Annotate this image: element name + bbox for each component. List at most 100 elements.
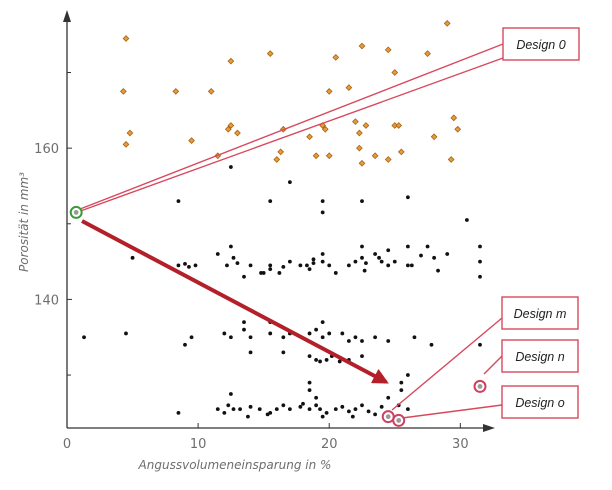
x-tick-label: 0 — [63, 437, 71, 452]
black-data-point — [314, 395, 319, 400]
black-data-point — [478, 274, 482, 279]
callout-label-design-m: Design m — [514, 307, 567, 321]
black-data-point — [318, 407, 322, 411]
black-data-point — [307, 331, 312, 336]
black-data-point — [320, 320, 325, 325]
black-data-point — [222, 410, 227, 415]
black-data-point — [320, 259, 325, 264]
black-data-point — [287, 259, 292, 264]
black-data-point — [268, 199, 273, 203]
black-data-point — [327, 263, 332, 268]
black-data-point — [228, 392, 233, 396]
orange-data-point — [443, 19, 451, 27]
black-data-point — [307, 354, 312, 359]
orange-data-point — [391, 69, 399, 76]
black-data-point — [478, 259, 482, 264]
black-data-point — [353, 407, 358, 411]
black-data-point — [268, 263, 273, 268]
black-data-point — [183, 342, 187, 347]
black-data-point — [314, 358, 319, 362]
orange-data-point — [356, 144, 363, 152]
black-data-point — [287, 407, 292, 411]
orange-data-point — [454, 125, 462, 133]
orange-data-point — [277, 148, 285, 156]
black-data-point — [360, 339, 364, 343]
orange-data-point — [227, 57, 235, 65]
black-data-point — [360, 255, 364, 260]
black-data-point — [386, 263, 391, 268]
black-data-point — [340, 331, 345, 336]
callout-line-design-m — [391, 317, 503, 411]
callout-box-design-m — [501, 296, 579, 330]
black-data-point — [364, 261, 368, 266]
black-data-point — [350, 414, 355, 419]
callouts: Design 0 Design m Design n Design o — [74, 27, 580, 419]
callout-label-design-n: Design n — [515, 350, 564, 364]
black-data-point — [248, 263, 253, 268]
black-data-point — [226, 403, 231, 408]
orange-data-point — [207, 88, 215, 95]
black-data-point — [379, 404, 384, 409]
black-data-point — [386, 248, 391, 253]
black-data-point — [478, 342, 482, 347]
orange-data-point — [358, 42, 366, 50]
callout-line-design-n — [483, 355, 503, 375]
orange-data-point — [430, 133, 438, 141]
black-data-point — [373, 252, 378, 256]
black-data-point — [373, 412, 378, 417]
black-data-point — [432, 255, 437, 260]
orange-data-point — [224, 125, 232, 133]
black-data-point — [353, 335, 358, 340]
black-data-point — [268, 267, 273, 272]
y-tick-label: 140 — [34, 293, 59, 308]
black-data-point — [324, 358, 329, 362]
callout-line-design-0-lower — [74, 57, 504, 214]
black-data-point — [242, 327, 246, 332]
improvement-arrow — [81, 219, 389, 384]
callout-label-design-o: Design o — [515, 396, 564, 410]
black-data-point — [257, 407, 262, 411]
orange-data-point — [325, 88, 333, 95]
orange-data-point — [447, 156, 455, 163]
design-markers — [69, 205, 487, 427]
black-data-point — [307, 407, 312, 411]
orange-data-point — [172, 88, 180, 95]
orange-data-point — [384, 156, 392, 163]
black-data-point — [314, 403, 319, 408]
black-data-point — [445, 252, 450, 256]
black-data-point — [379, 259, 384, 264]
black-data-point — [124, 331, 128, 336]
black-data-point — [392, 259, 397, 264]
black-data-point — [176, 410, 181, 415]
black-data-point — [246, 414, 250, 419]
black-data-point — [311, 257, 316, 262]
black-data-point — [222, 331, 227, 336]
orange-data-point — [397, 148, 405, 156]
callout-box-design-o — [501, 385, 579, 419]
black-data-point — [353, 259, 358, 264]
black-data-point — [366, 409, 371, 414]
black-data-point — [235, 261, 240, 266]
black-data-point — [265, 412, 270, 417]
black-data-point — [183, 261, 187, 266]
black-data-point — [130, 255, 135, 260]
orange-data-point — [395, 122, 403, 129]
black-data-point — [399, 380, 404, 385]
black-data-point — [412, 335, 417, 340]
black-data-point — [311, 261, 316, 266]
black-data-point — [228, 165, 233, 169]
black-data-point — [405, 373, 410, 377]
black-data-point — [314, 327, 319, 332]
black-data-point — [320, 335, 325, 340]
black-data-point — [274, 407, 279, 411]
black-data-point — [320, 252, 325, 256]
x-axis-title: Angussvolumeneinsparung in % — [138, 458, 332, 472]
orange-data-point — [126, 129, 134, 137]
black-data-point — [333, 271, 338, 275]
y-axis-arrow — [63, 10, 71, 22]
orange-data-point — [188, 137, 195, 144]
black-data-point — [242, 320, 246, 325]
black-data-point — [399, 388, 404, 393]
black-data-point — [436, 268, 440, 273]
black-data-point — [189, 335, 194, 340]
